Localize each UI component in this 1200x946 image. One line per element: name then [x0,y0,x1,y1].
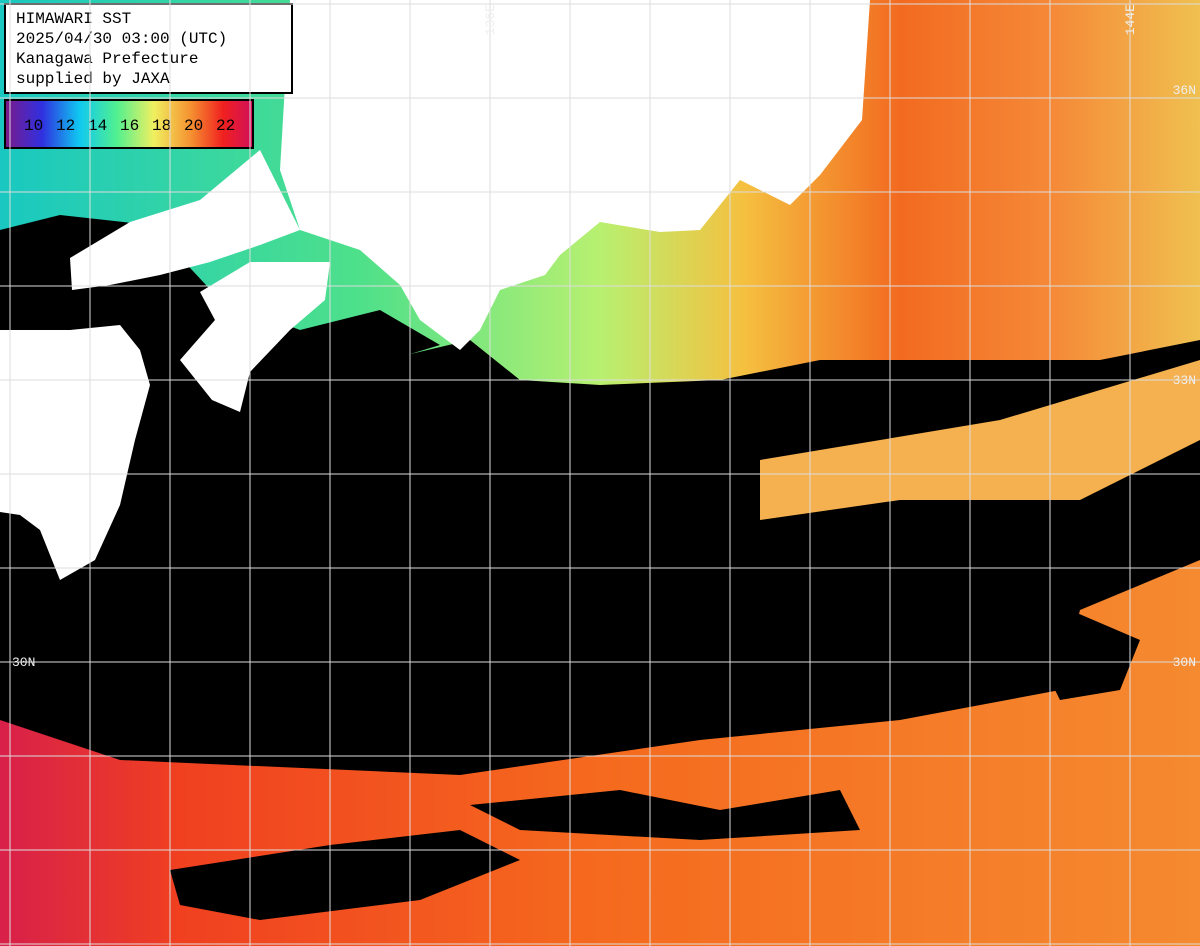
legend-bar [4,99,254,149]
title-line: Kanagawa Prefecture [16,50,198,68]
lon-label: 144E [1123,4,1138,35]
lat-label: 30N [12,655,35,670]
legend-label: 22 [216,117,235,135]
legend-label: 10 [24,117,43,135]
cloud [1040,610,1140,700]
title-line: supplied by JAXA [16,70,170,88]
title-box [4,3,293,94]
legend-label: 18 [152,117,171,135]
legend-label: 12 [56,117,75,135]
title-line: 2025/04/30 03:00 (UTC) [16,30,227,48]
lon-label: 136E [483,4,498,35]
legend-label: 16 [120,117,139,135]
cloud [170,830,520,920]
cloud [470,790,860,840]
title-line: HIMAWARI SST [16,10,131,28]
land-kyushu [0,325,150,580]
lat-label: 36N [1173,83,1196,98]
land-shikoku [180,262,330,412]
lat-label: 30N [1173,655,1196,670]
legend-label: 20 [184,117,203,135]
warm-streak [760,360,1200,520]
legend-label: 14 [88,117,107,135]
land-honshu [70,0,870,350]
lat-label: 33N [1173,373,1196,388]
